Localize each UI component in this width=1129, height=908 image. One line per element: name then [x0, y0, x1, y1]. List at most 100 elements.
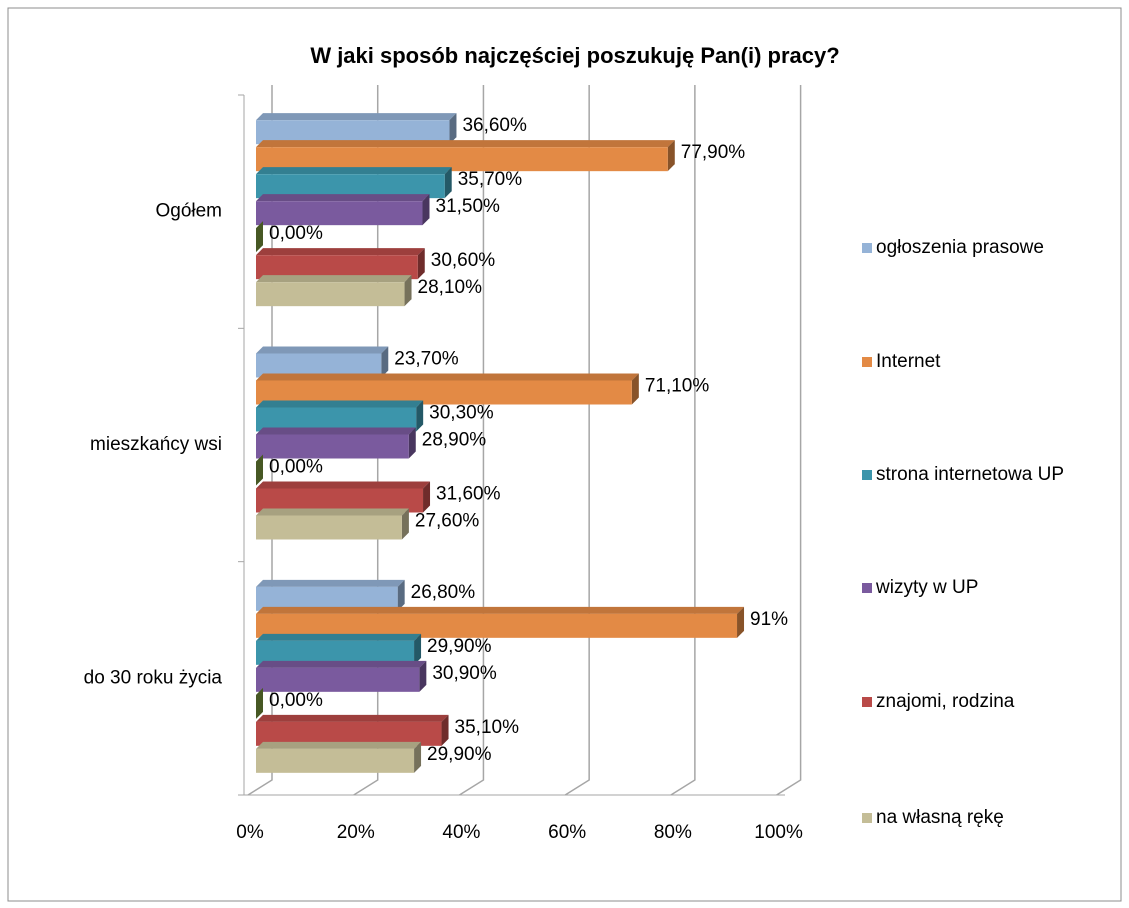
bar-side — [631, 373, 639, 405]
bar-side — [423, 481, 431, 513]
x-tick-label: 0% — [236, 822, 264, 843]
chart-title: W jaki sposób najczęściej poszukuję Pan(… — [310, 43, 839, 68]
data-label: 30,90% — [432, 663, 497, 684]
data-label: 0,00% — [269, 690, 323, 711]
x-tick-label: 80% — [654, 822, 692, 843]
bar-top — [256, 275, 412, 283]
bar-side — [422, 194, 430, 226]
data-label: 0,00% — [269, 457, 323, 478]
legend-label: na własną rękę — [876, 807, 1004, 828]
x-tick-label: 60% — [548, 822, 586, 843]
legend-label: Internet — [876, 351, 941, 372]
data-label: 31,50% — [436, 196, 501, 217]
bar-top — [256, 606, 745, 614]
legend-item: ogłoszenia prasowe — [862, 233, 1112, 263]
bar-side — [404, 275, 412, 307]
bar-side — [417, 248, 425, 280]
bar-side — [667, 140, 675, 172]
bar-top — [256, 741, 422, 749]
bar-side — [419, 660, 427, 692]
bar — [256, 282, 405, 307]
bar-top — [256, 373, 639, 381]
bar-top — [256, 660, 427, 668]
bar-top — [256, 714, 449, 722]
grid-line — [247, 85, 273, 796]
data-label: 36,60% — [462, 115, 527, 136]
bar-side — [408, 427, 416, 459]
bar-top — [256, 427, 416, 435]
data-label: 28,90% — [422, 430, 487, 451]
legend-swatch — [862, 697, 872, 707]
legend-swatch — [862, 243, 872, 253]
legend-label: strona internetowa UP — [876, 464, 1064, 485]
bar — [256, 120, 450, 145]
legend-swatch — [862, 470, 872, 480]
bar-top — [256, 633, 422, 641]
bar-top — [256, 248, 425, 256]
bar-side — [397, 579, 405, 611]
bar-side — [737, 606, 745, 638]
legend-label: ogłoszenia prasowe — [876, 237, 1044, 258]
legend-label: wizyty w UP — [876, 577, 979, 598]
data-label: 30,60% — [431, 250, 496, 271]
bar — [256, 434, 409, 459]
bar-top — [256, 481, 431, 489]
legend-label: znajomi, rodzina — [876, 691, 1015, 712]
data-label: 71,10% — [645, 376, 710, 397]
legend-item: wizyty w UP — [862, 573, 1112, 603]
bar-top — [256, 508, 409, 516]
legend-item: strona internetowa UP — [862, 460, 1112, 490]
x-tick-label: 40% — [442, 822, 480, 843]
category-label: mieszkańcy wsi — [90, 434, 222, 455]
grid-line — [459, 85, 485, 796]
data-label: 30,30% — [429, 403, 494, 424]
x-tick-label: 20% — [337, 822, 375, 843]
bar-top — [256, 346, 389, 354]
bar — [256, 515, 402, 540]
bar — [256, 667, 420, 692]
data-label: 91% — [750, 609, 788, 630]
category-label: do 30 roku życia — [84, 667, 223, 688]
bar — [256, 748, 415, 773]
data-label: 28,10% — [418, 277, 483, 298]
grid-line — [564, 85, 590, 796]
bar-top — [256, 579, 405, 587]
category-label: Ogółem — [155, 201, 222, 222]
grid-line — [776, 85, 802, 796]
data-label: 31,60% — [436, 484, 501, 505]
data-label: 0,00% — [269, 223, 323, 244]
bar-top — [256, 113, 457, 121]
data-label: 26,80% — [411, 582, 476, 603]
bar-side — [414, 741, 422, 773]
data-label: 35,70% — [458, 169, 523, 190]
legend-item: znajomi, rodzina — [862, 687, 1112, 717]
bar-side — [256, 221, 263, 253]
bar-top — [256, 400, 424, 408]
bar-side — [414, 633, 422, 665]
bar — [256, 201, 423, 226]
grid-line — [353, 85, 379, 796]
bar-side — [256, 687, 263, 719]
bar-side — [401, 508, 409, 540]
legend-swatch — [862, 583, 872, 593]
bar-side — [416, 400, 424, 432]
bar-top — [256, 167, 452, 175]
data-label: 27,60% — [415, 511, 480, 532]
data-label: 77,90% — [681, 142, 746, 163]
bar-top — [256, 194, 430, 202]
legend-item: Internet — [862, 347, 1112, 377]
legend-swatch — [862, 813, 872, 823]
bar-side — [381, 346, 389, 378]
data-label: 23,70% — [394, 349, 459, 370]
bar-side — [441, 714, 449, 746]
legend-swatch — [862, 357, 872, 367]
bar-side — [449, 113, 457, 145]
legend-item: na własną rękę — [862, 803, 1112, 833]
data-label: 35,10% — [455, 717, 520, 738]
grid-line — [670, 85, 696, 796]
x-tick-label: 100% — [754, 822, 803, 843]
bar-side — [444, 167, 452, 199]
chart-border — [7, 7, 1122, 902]
